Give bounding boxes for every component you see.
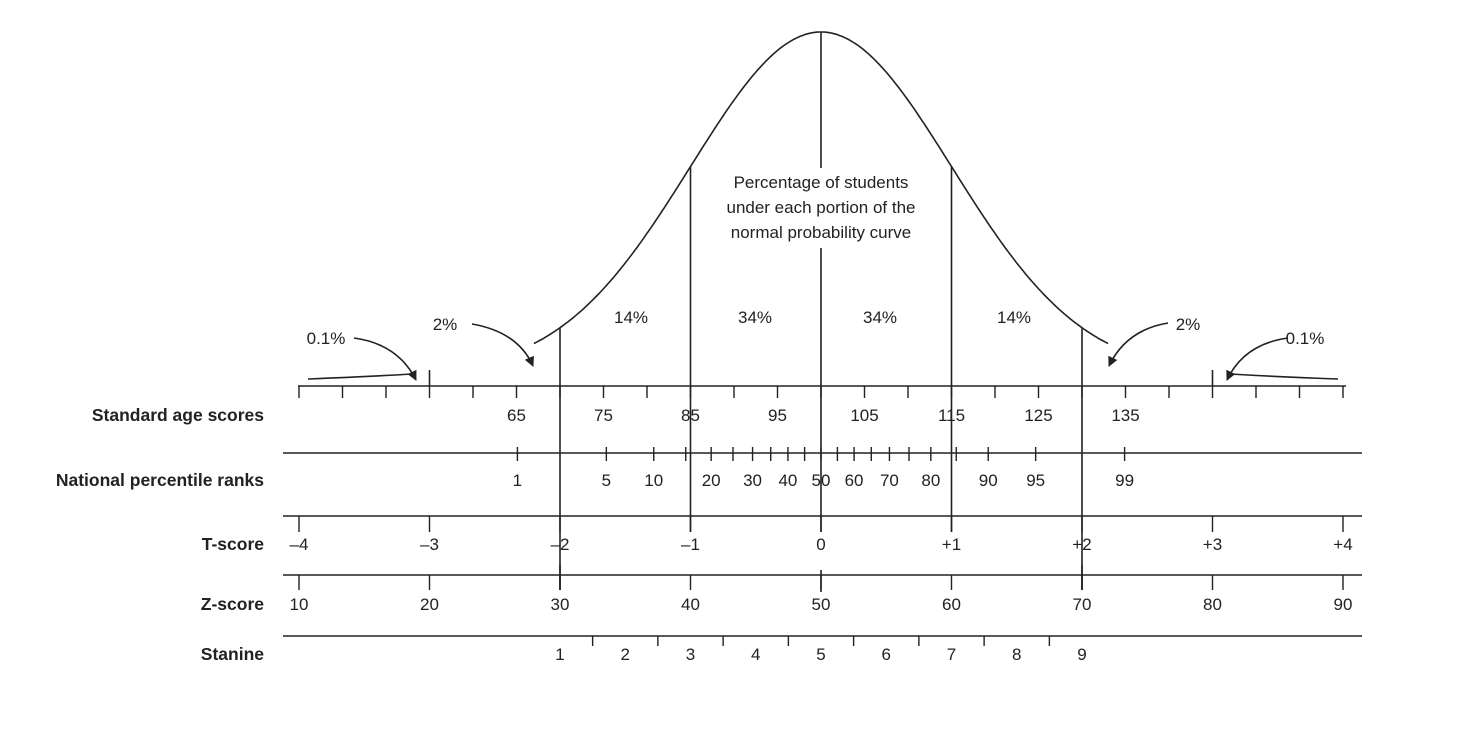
stanine-label: 5: [816, 645, 825, 664]
t-score-label: –3: [420, 535, 439, 554]
row-name-stanine: Stanine: [201, 644, 264, 664]
standard-age-label: 125: [1024, 406, 1052, 425]
percentile-label: 99: [1115, 471, 1134, 490]
t-score-label: +2: [1072, 535, 1091, 554]
stanine-label: 7: [947, 645, 956, 664]
pct-left-2: 2%: [433, 315, 458, 334]
stanine-label: 8: [1012, 645, 1021, 664]
row-name-percentile: National percentile ranks: [56, 470, 264, 490]
center-label-line-2: under each portion of the: [726, 198, 915, 217]
arrow-left-2: [471, 323, 534, 367]
t-score-label: +1: [942, 535, 961, 554]
stanine-label: 2: [621, 645, 630, 664]
stanine-label: 6: [882, 645, 891, 664]
pct-right-2: 2%: [1176, 315, 1201, 334]
center-label-line-3: normal probability curve: [731, 223, 911, 242]
stanine-label: 9: [1077, 645, 1086, 664]
standard-age-label: 105: [850, 406, 878, 425]
percentile-label: 80: [921, 471, 940, 490]
percentile-label: 95: [1026, 471, 1045, 490]
percentile-label: 5: [602, 471, 611, 490]
standard-age-label: 95: [768, 406, 787, 425]
pct-right-34: 34%: [863, 308, 897, 327]
arrow-right-tail: [1226, 337, 1289, 381]
stanine-label: 4: [751, 645, 760, 664]
t-score-label: +4: [1333, 535, 1352, 554]
left-tail-line: [307, 373, 413, 380]
sd-divider-lines: [428, 32, 1214, 592]
percentile-label: 70: [880, 471, 899, 490]
t-score-label: –4: [290, 535, 309, 554]
row-name-z-score: Z-score: [201, 594, 264, 614]
percentile-label: 1: [513, 471, 522, 490]
percentile-label: 30: [743, 471, 762, 490]
percentile-label: 40: [778, 471, 797, 490]
standard-age-label: 135: [1111, 406, 1139, 425]
stanine-label: 1: [555, 645, 564, 664]
pct-right-14: 14%: [997, 308, 1031, 327]
z-score-label: 90: [1334, 595, 1353, 614]
row-name-t-score: T-score: [202, 534, 265, 554]
standard-age-label: 65: [507, 406, 526, 425]
standard-age-label: 85: [681, 406, 700, 425]
arrow-right-2: [1108, 322, 1169, 367]
right-tail-line: [1229, 373, 1339, 380]
pct-left-14: 14%: [614, 308, 648, 327]
pct-left-tail: 0.1%: [307, 329, 346, 348]
percentile-label: 90: [979, 471, 998, 490]
standard-age-label: 115: [938, 406, 965, 425]
z-score-label: 70: [1073, 595, 1092, 614]
t-score-label: 0: [816, 535, 825, 554]
center-label-line-1: Percentage of students: [734, 173, 909, 192]
z-score-label: 80: [1203, 595, 1222, 614]
row-name-standard-age: Standard age scores: [92, 405, 264, 425]
t-score-label: +3: [1203, 535, 1222, 554]
z-score-label: 50: [812, 595, 831, 614]
percentile-label: 50: [812, 471, 831, 490]
percentile-label: 10: [644, 471, 663, 490]
stanine-label: 3: [686, 645, 695, 664]
z-score-label: 30: [551, 595, 570, 614]
percentile-label: 60: [845, 471, 864, 490]
standard-age-label: 75: [594, 406, 613, 425]
pct-left-34: 34%: [738, 308, 772, 327]
percentile-label: 20: [702, 471, 721, 490]
t-score-label: –1: [681, 535, 700, 554]
arrow-left-tail: [353, 337, 417, 381]
z-score-label: 20: [420, 595, 439, 614]
z-score-label: 60: [942, 595, 961, 614]
z-score-label: 10: [290, 595, 309, 614]
t-score-label: –2: [551, 535, 570, 554]
pct-right-tail: 0.1%: [1286, 329, 1325, 348]
z-score-label: 40: [681, 595, 700, 614]
